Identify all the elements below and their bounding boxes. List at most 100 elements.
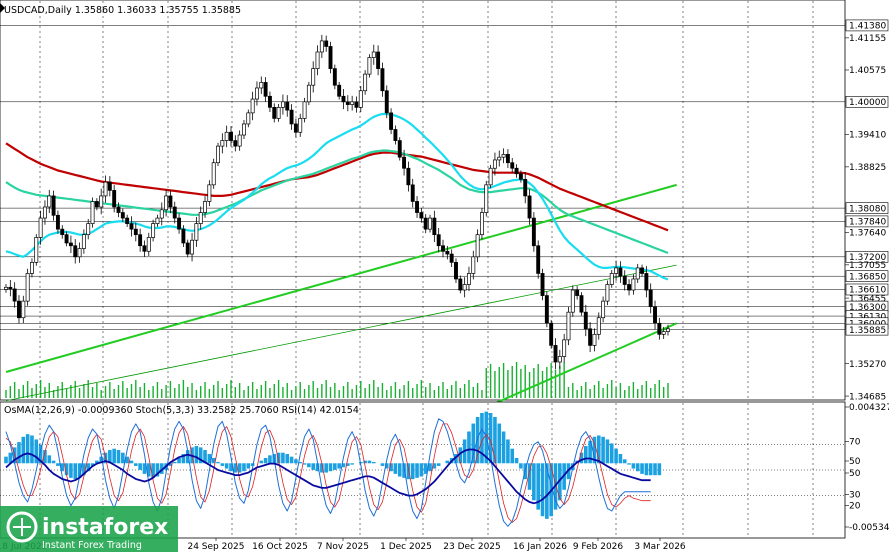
candle-body [544, 295, 549, 324]
candle-body [635, 267, 640, 280]
candle-body [428, 217, 432, 230]
candle-body [614, 267, 619, 274]
osma-bar [558, 463, 562, 501]
candle-body [302, 101, 307, 119]
osma-bar [51, 460, 56, 464]
osma-bar [380, 463, 385, 466]
osma-bar [536, 463, 540, 510]
candle-body [112, 190, 117, 208]
price-tick-label: 1.37840 [849, 218, 886, 228]
osma-bar [17, 442, 21, 464]
trend-line [5, 264, 677, 402]
osma-bar [47, 455, 52, 464]
candle-body [549, 322, 554, 346]
osma-bar [112, 448, 116, 464]
osma-bar [432, 463, 437, 469]
osma-bar [276, 452, 281, 464]
candle-body [185, 242, 190, 255]
osma-bar [640, 463, 644, 474]
candle-body [138, 234, 143, 247]
trend-line [5, 183, 677, 373]
osma-bar [8, 452, 13, 464]
osma-bar [635, 463, 640, 472]
osma-bar [134, 463, 138, 466]
candle-body [34, 237, 39, 263]
candle-body [505, 154, 510, 164]
x-tick-label: 9 Feb 2026 [573, 542, 624, 552]
oscillator-header: OsMA(12,26,9) -0.0009360 Stoch(5,3,3) 33… [4, 405, 359, 416]
osma-bar [596, 435, 601, 464]
osma-bar [657, 463, 662, 476]
candle-body [280, 101, 285, 108]
candle-body [267, 95, 272, 108]
candle-body [172, 206, 177, 219]
osma-bar [43, 450, 47, 464]
osma-bar [532, 463, 536, 501]
osma-bar [315, 463, 320, 472]
osma-bar [90, 463, 95, 466]
candle-body [81, 234, 86, 249]
price-tick-label: 1.37200 [849, 253, 886, 263]
osma-bar [159, 463, 164, 474]
trend-line [481, 322, 678, 410]
osma-bar [237, 463, 242, 473]
candle-body [471, 256, 476, 274]
candle-body [198, 212, 203, 224]
osma-bar [601, 436, 605, 464]
price-tick-label: 1.36610 [849, 286, 886, 296]
osma-bar [285, 454, 290, 464]
candle-body [133, 228, 138, 236]
osma-bar [397, 463, 402, 477]
price-tick-label: 1.38080 [849, 204, 886, 214]
candle-body [488, 167, 493, 186]
osma-bar [371, 461, 376, 464]
candle-body [51, 195, 56, 216]
candle-body [129, 223, 134, 230]
candle-body [190, 239, 195, 255]
osma-bar [185, 450, 190, 464]
candle-body [289, 109, 294, 125]
candle-body [233, 140, 238, 147]
candle-body [159, 209, 164, 219]
candle-body [540, 273, 545, 296]
osma-bar [138, 463, 142, 470]
logo-mark-icon [6, 511, 38, 543]
candle-body [12, 288, 17, 302]
candle-body [229, 131, 233, 141]
candle-body [415, 201, 419, 213]
price-axis: 1.41380 1.41155 1.40575 1.40000 1.39410 1.388… [845, 19, 889, 402]
osma-bar [34, 439, 39, 464]
osma-bar [493, 416, 497, 464]
osma-bar [155, 463, 160, 477]
osma-bar [324, 463, 328, 473]
osc-tick-label: 30 [849, 491, 861, 501]
volume-bars [5, 362, 669, 398]
osma-bar [592, 436, 597, 464]
candle-body [445, 250, 450, 255]
osma-bar [609, 443, 614, 464]
candle-body [311, 68, 316, 86]
candle-body [337, 84, 342, 97]
osma-bar [644, 463, 649, 476]
candle-body [8, 286, 13, 290]
osma-bar [86, 463, 91, 472]
candle-body [627, 284, 632, 291]
osma-bar [583, 446, 588, 464]
candle-body [441, 245, 445, 252]
candle-body [605, 284, 610, 302]
candle-body [402, 156, 407, 169]
candle-body [107, 181, 112, 191]
osma-bar [622, 459, 627, 464]
osma-bar [402, 463, 406, 478]
expand-arrow-icon[interactable] [0, 3, 5, 13]
osma-bar [129, 460, 134, 464]
osma-bar [38, 444, 43, 464]
candle-body [194, 223, 199, 241]
candle-body [120, 212, 125, 219]
candle-body [376, 51, 381, 69]
candle-body [86, 223, 91, 236]
osma-bar [168, 463, 173, 466]
candle-body [77, 248, 82, 258]
candle-body [341, 95, 346, 103]
osma-bar [77, 463, 82, 478]
